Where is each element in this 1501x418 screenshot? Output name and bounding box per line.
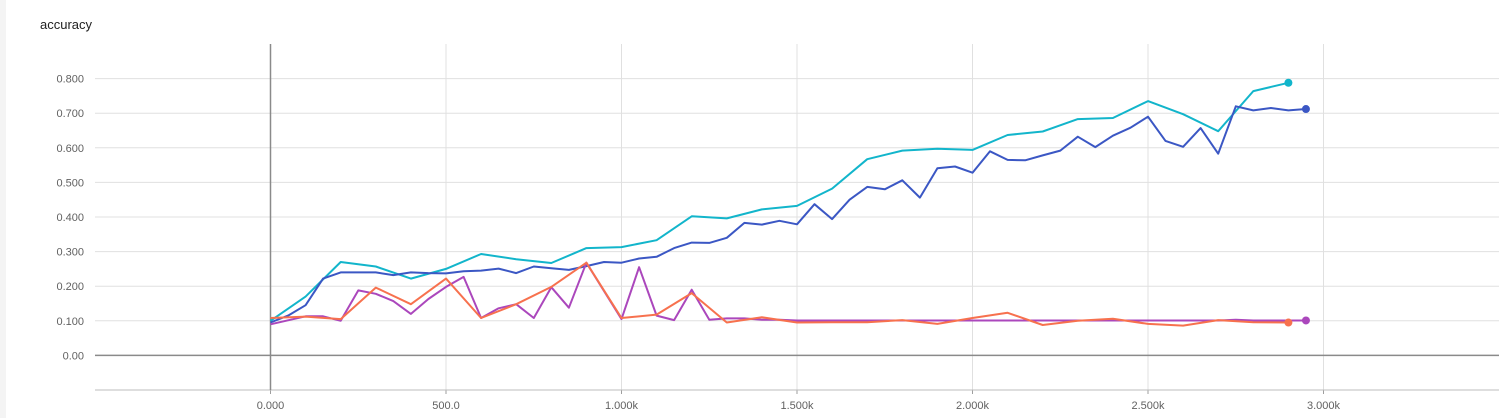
- series-end-point-3[interactable]: [1301, 316, 1310, 325]
- series-lines: [269, 78, 1310, 327]
- x-tick-label: 2.000k: [956, 400, 990, 412]
- y-tick-label: 0.200: [56, 281, 84, 293]
- chart-card: accuracy: [6, 0, 1501, 418]
- series-end-point-1[interactable]: [1284, 78, 1293, 87]
- x-tick-label: 2.500k: [1131, 400, 1165, 412]
- chart-title: accuracy: [40, 17, 93, 32]
- x-tick-label: 500.0: [432, 400, 460, 412]
- y-tick-label: 0.500: [56, 177, 84, 189]
- series-line-1[interactable]: [269, 81, 1289, 322]
- series-end-point-4[interactable]: [1284, 318, 1293, 327]
- x-tick-label: 0.000: [257, 400, 285, 412]
- y-tick-label: 0.800: [56, 74, 84, 86]
- y-tick-label: 0.600: [56, 143, 84, 155]
- x-tick-label: 3.000k: [1307, 400, 1341, 412]
- tick-labels: 0.00 0.100 0.200 0.300 0.400 0.500 0.600 0.700 0…: [56, 74, 1340, 412]
- series-line-2[interactable]: [270, 105, 1307, 324]
- y-tick-label: 0.00: [63, 350, 84, 362]
- gridlines: [95, 44, 1499, 390]
- y-tick-label: 0.400: [56, 212, 84, 224]
- x-tick-label: 1.500k: [780, 400, 814, 412]
- series-line-4[interactable]: [270, 261, 1289, 327]
- y-tick-label: 0.300: [56, 247, 84, 259]
- y-tick-label: 0.700: [56, 108, 84, 120]
- y-tick-label: 0.100: [56, 316, 84, 328]
- axes: [95, 44, 1499, 394]
- x-tick-label: 1.000k: [605, 400, 639, 412]
- series-end-point-2[interactable]: [1301, 105, 1310, 114]
